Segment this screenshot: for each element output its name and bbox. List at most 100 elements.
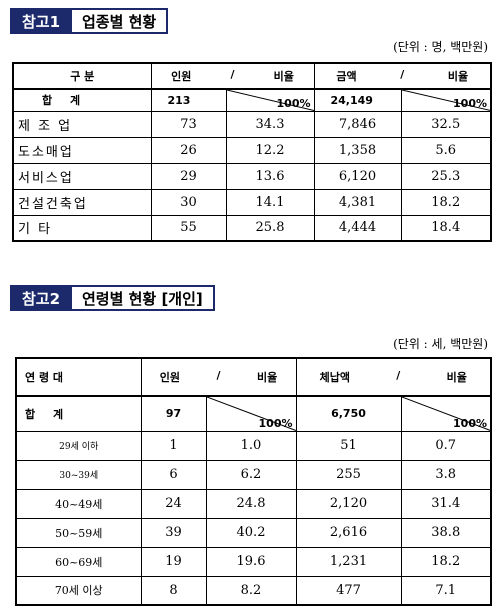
data-cell: 7,846	[313, 110, 402, 138]
data-cell: 73	[150, 110, 227, 138]
header-text: /	[230, 68, 235, 81]
header-split: 체납액 / 비율	[297, 369, 491, 385]
total-value: 213	[150, 88, 227, 112]
data-row: 29세 이하 1 1.0 51 0.7	[15, 430, 492, 461]
section-header: 참고1 업종별 현황	[10, 8, 169, 34]
header-split: 인원 / 비율	[142, 369, 296, 385]
data-cell: 13.6	[225, 162, 315, 190]
data-row: 서비스업 29 13.6 6,120 25.3	[12, 162, 492, 190]
header-row: 구 분 인원 / 비율 금액 / 비율	[12, 62, 492, 90]
header-text: 비율	[256, 371, 278, 384]
data-cell: 32.5	[400, 110, 492, 138]
diagonal	[402, 397, 491, 431]
data-table: 구 분 인원 / 비율 금액 / 비율 합 계 213 100% 24,149 100% 제 조 업 73…	[12, 62, 492, 242]
data-row: 70세 이상 8 8.2 477 7.1	[15, 575, 492, 606]
header-cell: 연 령 대	[15, 357, 142, 397]
total-value: 6,750	[295, 395, 402, 432]
section-tag: 참고1	[10, 8, 72, 34]
row-label: 40~49세	[15, 488, 142, 519]
data-cell: 18.2	[400, 546, 492, 577]
total-ratio: 100%	[225, 88, 315, 112]
diagonal	[207, 397, 296, 431]
data-cell: 4,444	[313, 214, 402, 242]
header-split: 금액 / 비율	[315, 68, 491, 84]
section-title: 연령별 현황 [개인]	[72, 285, 215, 311]
section-header: 참고2 연령별 현황 [개인]	[10, 285, 215, 311]
header-text: 금액	[336, 70, 357, 83]
row-label: 기 타	[12, 214, 152, 242]
total-percent: 100%	[258, 416, 293, 430]
row-label: 70세 이상	[15, 575, 142, 606]
header-cell: 인원 / 비율	[150, 62, 315, 90]
data-cell: 19.6	[205, 546, 297, 577]
data-cell: 14.1	[225, 188, 315, 216]
data-row: 기 타 55 25.8 4,444 18.4	[12, 214, 492, 242]
data-row: 30~39세 6 6.2 255 3.8	[15, 459, 492, 490]
data-row: 60~69세 19 19.6 1,231 18.2	[15, 546, 492, 577]
data-row: 건설건축업 30 14.1 4,381 18.2	[12, 188, 492, 216]
total-ratio: 100%	[400, 88, 492, 112]
header-cell: 체납액 / 비율	[295, 357, 492, 397]
data-cell: 18.4	[400, 214, 492, 242]
data-row: 50~59세 39 40.2 2,616 38.8	[15, 517, 492, 548]
row-label: 건설건축업	[12, 188, 152, 216]
total-value: 24,149	[313, 88, 402, 112]
data-cell: 477	[295, 575, 402, 606]
section-title: 업종별 현황	[72, 8, 169, 34]
data-cell: 1,231	[295, 546, 402, 577]
table-body: 연 령 대 인원 / 비율 체납액 / 비율 합 계 97 100% 6,750 100% 29세 이하…	[15, 357, 492, 606]
data-row: 제 조 업 73 34.3 7,846 32.5	[12, 110, 492, 138]
total-percent: 100%	[276, 96, 311, 110]
data-cell: 6.2	[205, 459, 297, 490]
row-label: 제 조 업	[12, 110, 152, 138]
row-label: 50~59세	[15, 517, 142, 548]
header-text: /	[216, 369, 221, 382]
data-cell: 2,120	[295, 488, 402, 519]
total-value: 97	[140, 395, 207, 432]
header-text: 인원	[159, 371, 180, 384]
data-cell: 39	[140, 517, 207, 548]
data-cell: 3.8	[400, 459, 492, 490]
data-cell: 51	[295, 430, 402, 461]
header-text: 체납액	[319, 371, 351, 384]
data-cell: 6	[140, 459, 207, 490]
data-cell: 8	[140, 575, 207, 606]
data-row: 40~49세 24 24.8 2,120 31.4	[15, 488, 492, 519]
data-cell: 1.0	[205, 430, 297, 461]
header-text: 비율	[446, 371, 467, 384]
total-percent: 100%	[453, 416, 487, 430]
header-text: /	[400, 68, 405, 81]
header-text: 비율	[447, 70, 469, 83]
diagonal	[402, 90, 491, 111]
row-label: 도소매업	[12, 136, 152, 164]
section-tag: 참고2	[10, 285, 72, 311]
row-label: 30~39세	[15, 459, 142, 490]
total-ratio: 100%	[400, 395, 492, 432]
data-cell: 1,358	[313, 136, 402, 164]
data-cell: 18.2	[400, 188, 492, 216]
header-text: /	[396, 369, 401, 382]
data-cell: 38.8	[400, 517, 492, 548]
header-cell: 금액 / 비율	[313, 62, 492, 90]
total-ratio: 100%	[205, 395, 297, 432]
data-cell: 4,381	[313, 188, 402, 216]
data-cell: 0.7	[400, 430, 492, 461]
data-cell: 6,120	[313, 162, 402, 190]
table-body: 구 분 인원 / 비율 금액 / 비율 합 계 213 100% 24,149 100% 제 조 업 73…	[12, 62, 492, 242]
header-cell: 구 분	[12, 62, 152, 90]
header-cell: 인원 / 비율	[140, 357, 297, 397]
total-label: 합 계	[15, 395, 142, 432]
header-text: 비율	[273, 70, 294, 83]
data-cell: 19	[140, 546, 207, 577]
total-percent: 100%	[453, 96, 487, 110]
total-row: 합 계 97 100% 6,750 100%	[15, 395, 492, 432]
data-cell: 8.2	[205, 575, 297, 606]
data-cell: 26	[150, 136, 227, 164]
data-cell: 55	[150, 214, 227, 242]
row-label: 서비스업	[12, 162, 152, 190]
total-row: 합 계 213 100% 24,149 100%	[12, 88, 492, 112]
diagonal	[227, 90, 314, 111]
data-cell: 255	[295, 459, 402, 490]
data-cell: 31.4	[400, 488, 492, 519]
